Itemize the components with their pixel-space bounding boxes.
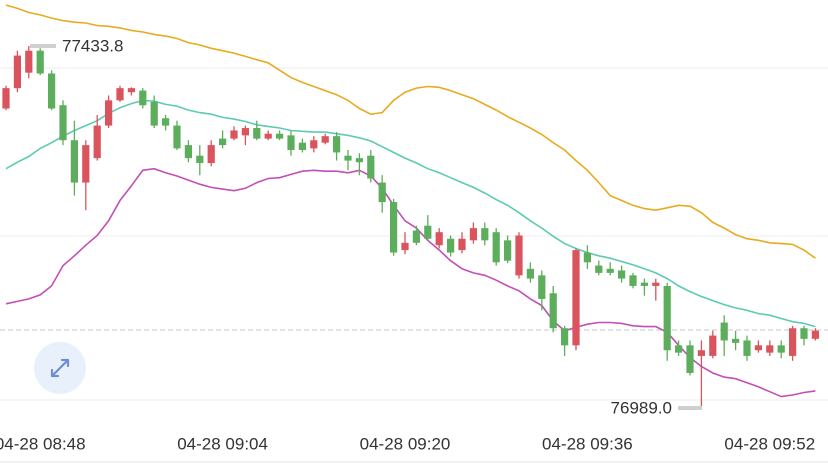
candle-body (321, 136, 329, 143)
candle-body (241, 128, 249, 136)
candle-body (709, 335, 717, 356)
candle-body (481, 228, 489, 241)
candle-body (515, 235, 523, 276)
candle-body (82, 145, 90, 183)
candle-body (184, 145, 192, 159)
candle-body (663, 285, 671, 351)
x-tick-label: 04-28 09:20 (360, 434, 451, 453)
candle-body (675, 345, 683, 353)
candle-body (344, 155, 352, 161)
candle-body (162, 118, 170, 126)
candle-body (150, 101, 158, 126)
candles (2, 45, 819, 409)
expand-button[interactable] (34, 342, 86, 394)
band-line (5, 167, 816, 398)
candle-body (800, 328, 808, 339)
candle-body (697, 350, 705, 356)
expand-icon[interactable] (50, 358, 70, 378)
high-label: 77433.8 (62, 36, 123, 55)
candle-body (572, 250, 580, 346)
candle-body (253, 128, 261, 139)
candle-body (549, 293, 557, 329)
candle-body (435, 232, 443, 246)
low-label: 76989.0 (611, 398, 672, 417)
band-line (5, 4, 816, 259)
candle-body (219, 138, 227, 146)
candle-body (538, 275, 546, 299)
candle-body (583, 252, 591, 263)
candle-body (766, 345, 774, 353)
candle-body (424, 225, 432, 239)
candle-body (629, 275, 637, 286)
candle-body (333, 136, 341, 153)
candle-body (139, 90, 147, 106)
bands (5, 4, 816, 398)
candle-body (720, 322, 728, 341)
candle-body (207, 145, 215, 164)
candle-body (378, 182, 386, 203)
candle-body (412, 230, 420, 243)
candle-body (13, 55, 21, 89)
x-tick-label: 04-28 09:52 (724, 434, 815, 453)
candle-body (2, 88, 10, 109)
candle-body (116, 88, 124, 101)
candle-body (127, 88, 135, 93)
candle-body (36, 50, 44, 74)
x-tick-label: 04-28 09:36 (542, 434, 633, 453)
candle-body (606, 268, 614, 273)
candle-body (618, 270, 626, 279)
x-tick-label: 04-28 09:04 (177, 434, 268, 453)
candle-body (230, 130, 238, 139)
candle-body (390, 202, 398, 253)
candle-body (458, 238, 466, 251)
candle-body (652, 282, 660, 286)
candle-body (447, 238, 455, 253)
candle-body (561, 328, 569, 346)
candle-body (401, 242, 409, 251)
candle-body (48, 73, 56, 109)
candle-body (355, 158, 363, 163)
candle-body (526, 268, 534, 279)
candle-body (469, 228, 477, 241)
candle-body (287, 135, 295, 151)
band-line (5, 99, 816, 328)
candle-body (59, 105, 67, 141)
candle-body (789, 328, 797, 356)
candle-body (492, 232, 500, 263)
candle-body (367, 155, 375, 179)
candle-body (25, 50, 33, 73)
candle-body (310, 140, 318, 149)
candle-body (754, 345, 762, 351)
candle-body (595, 265, 603, 273)
candle-body (777, 345, 785, 353)
candle-body (196, 155, 204, 164)
candle-body (93, 125, 101, 159)
candle-body (276, 133, 284, 139)
candle-body (743, 340, 751, 356)
x-axis: 04-28 08:48 04-28 09:04 04-28 09:20 04-28 0… (0, 434, 815, 453)
candle-body (70, 140, 78, 183)
candle-body (686, 345, 694, 374)
candle-body (811, 330, 819, 339)
candle-body (173, 125, 181, 149)
candle-body (298, 142, 306, 151)
candle-body (105, 100, 113, 126)
candle-body (504, 240, 512, 261)
candle-body (640, 282, 648, 286)
candle-body (264, 133, 272, 139)
candle-body (732, 338, 740, 343)
x-tick-label: 04-28 08:48 (0, 434, 86, 453)
